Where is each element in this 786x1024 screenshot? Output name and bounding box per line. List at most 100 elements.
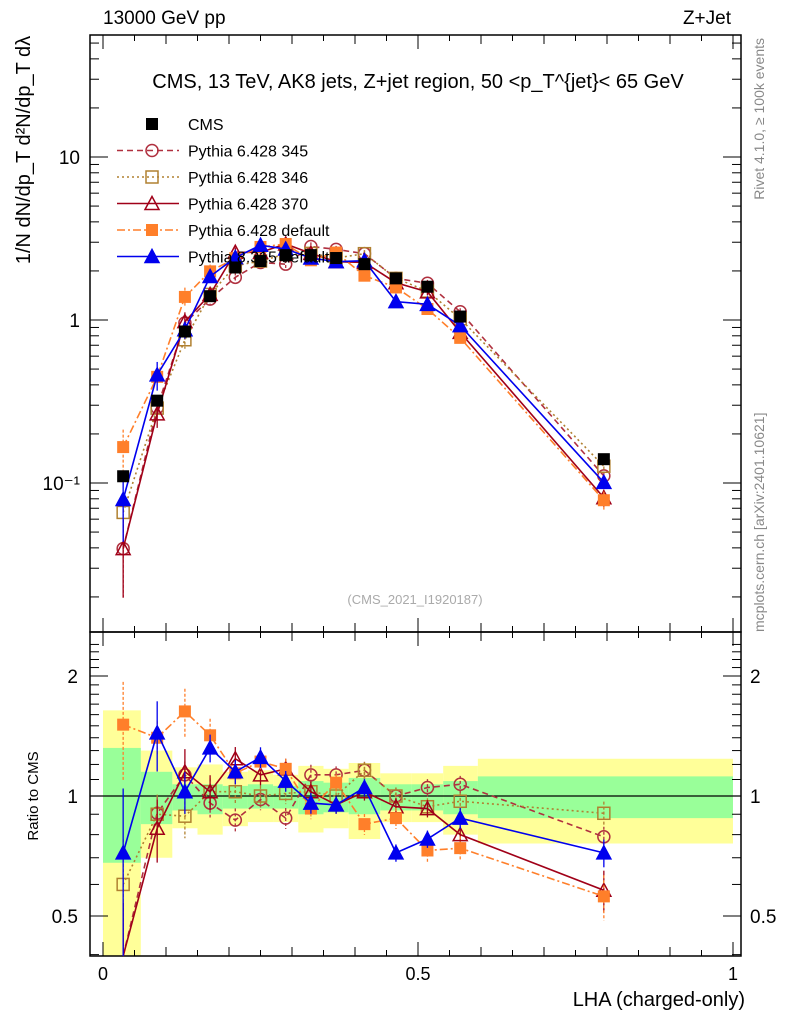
main-data-point <box>117 441 130 454</box>
ratio-tick-label-right: 2 <box>750 667 761 688</box>
y-tick-label: 1 <box>69 311 80 332</box>
main-data-point <box>148 405 166 421</box>
ratio-series-line <box>122 769 604 885</box>
main-data-point <box>114 539 132 556</box>
legend-marker <box>146 224 158 236</box>
main-data-point <box>201 267 219 284</box>
legend-label: Pythia 6.428 370 <box>188 197 308 214</box>
ratio-data-point <box>451 809 469 825</box>
main-data-point <box>148 366 166 382</box>
ratio-data-point <box>389 812 402 825</box>
ratio-data-point <box>454 842 467 855</box>
y-tick-label: 10 <box>59 148 80 169</box>
ratio-tick-label: 0.5 <box>52 907 78 928</box>
cms-data-point <box>279 249 292 262</box>
legend-marker <box>145 170 159 184</box>
ratio-data-point <box>114 844 132 860</box>
ratio-data-point <box>178 705 191 718</box>
cms-data-point <box>454 310 467 323</box>
legend-entry: Pythia 6.428 346 <box>117 170 308 187</box>
ratio-data-point <box>330 776 343 789</box>
main-series-line <box>122 244 605 500</box>
ratio-series-line <box>122 757 605 957</box>
cms-data-point <box>358 258 371 271</box>
main-series-line <box>122 243 605 501</box>
ratio-tick-label-right: 0.5 <box>750 907 776 928</box>
main-series-line <box>122 245 605 549</box>
cms-data-point <box>597 453 610 466</box>
plot-title: CMS, 13 TeV, AK8 jets, Z+jet region, 50 … <box>152 71 684 93</box>
ratio-data-point <box>277 772 294 788</box>
ratio-data-point <box>278 811 293 825</box>
ratio-data-point <box>356 778 373 795</box>
rivet-version-label: Rivet 4.1.0, ≥ 100k events <box>751 38 767 200</box>
mcplots-label: mcplots.cern.ch [arXiv:2401.10621] <box>751 413 767 632</box>
ratio-data-point <box>421 844 434 857</box>
ratio-data-point <box>453 794 467 809</box>
ratio-data-point <box>253 789 268 803</box>
ratio-data-point <box>227 763 244 779</box>
main-data-point <box>597 494 610 507</box>
main-series-line <box>122 252 605 513</box>
y-axis-label: 1/N dN/dp_T d²N/dp_T dλ <box>13 36 35 264</box>
ratio-data-point <box>201 783 219 799</box>
series-pythia-8-315-default <box>114 236 613 956</box>
ratio-data-point <box>597 806 611 821</box>
main-data-point <box>451 317 469 333</box>
ratio-y-axis-label: Ratio to CMS <box>25 751 42 840</box>
ratio-data-point <box>358 818 371 831</box>
cms-data-point <box>254 255 267 268</box>
legend-label: Pythia 8.315 default <box>188 250 330 267</box>
ratio-tick-label: 1 <box>67 787 78 808</box>
ratio-data-point <box>420 780 435 795</box>
legend-label: Pythia 6.428 346 <box>188 170 308 187</box>
ratio-data-point <box>148 724 166 740</box>
legend-label: Pythia 6.428 345 <box>188 144 308 161</box>
cms-data-point <box>389 272 402 285</box>
cms-data-point <box>330 252 343 265</box>
x-tick-label: 0 <box>98 964 108 984</box>
legend-label: Pythia 6.428 default <box>188 223 330 240</box>
legend-entry: Pythia 6.428 default <box>117 223 330 240</box>
ratio-data-point <box>252 748 269 765</box>
main-data-point <box>358 269 371 282</box>
ratio-data-point <box>148 819 166 836</box>
y-tick-label: 10⁻¹ <box>43 474 81 495</box>
cms-data-point <box>178 325 191 338</box>
cms-data-point <box>117 470 130 483</box>
x-tick-label: 0.5 <box>405 964 430 984</box>
series-cms <box>117 249 610 483</box>
main-data-point <box>114 490 132 507</box>
ratio-data-point <box>451 826 469 842</box>
legend-entry: Pythia 6.428 370 <box>117 194 308 214</box>
stat-uncertainty-band <box>103 747 141 863</box>
x-tick-label: 1 <box>728 964 738 984</box>
main-series-line <box>122 243 605 549</box>
cms-uncertainty-bands <box>103 710 733 956</box>
main-data-point <box>252 236 269 252</box>
legend-entry: Pythia 8.315 default <box>117 247 330 267</box>
header-beam-label: 13000 GeV pp <box>103 8 226 29</box>
ratio-data-point <box>228 784 243 799</box>
stat-uncertainty-band <box>477 776 733 819</box>
ratio-data-point <box>327 796 345 812</box>
legend-label: CMS <box>188 117 224 134</box>
ratio-data-point <box>176 783 194 799</box>
main-data-point <box>419 295 436 312</box>
ratio-data-point <box>387 844 405 860</box>
ratio-tick-label: 2 <box>67 667 78 688</box>
legend-marker <box>146 118 158 130</box>
ratio-data-point <box>595 844 613 860</box>
ratio-data-point <box>357 763 372 778</box>
legend-entry: CMS <box>146 117 224 134</box>
legend-marker <box>143 194 161 211</box>
legend: CMS Pythia 6.428 345 Pythia 6.428 346 Pythi… <box>117 117 330 267</box>
header-process-label: Z+Jet <box>683 8 732 29</box>
ratio-data-point <box>597 890 610 903</box>
ratio-data-point <box>117 718 130 731</box>
main-data-point <box>454 331 467 344</box>
ratio-data-point <box>304 768 318 782</box>
main-data-point <box>178 290 191 303</box>
x-axis-label: LHA (charged-only) <box>573 989 745 1011</box>
